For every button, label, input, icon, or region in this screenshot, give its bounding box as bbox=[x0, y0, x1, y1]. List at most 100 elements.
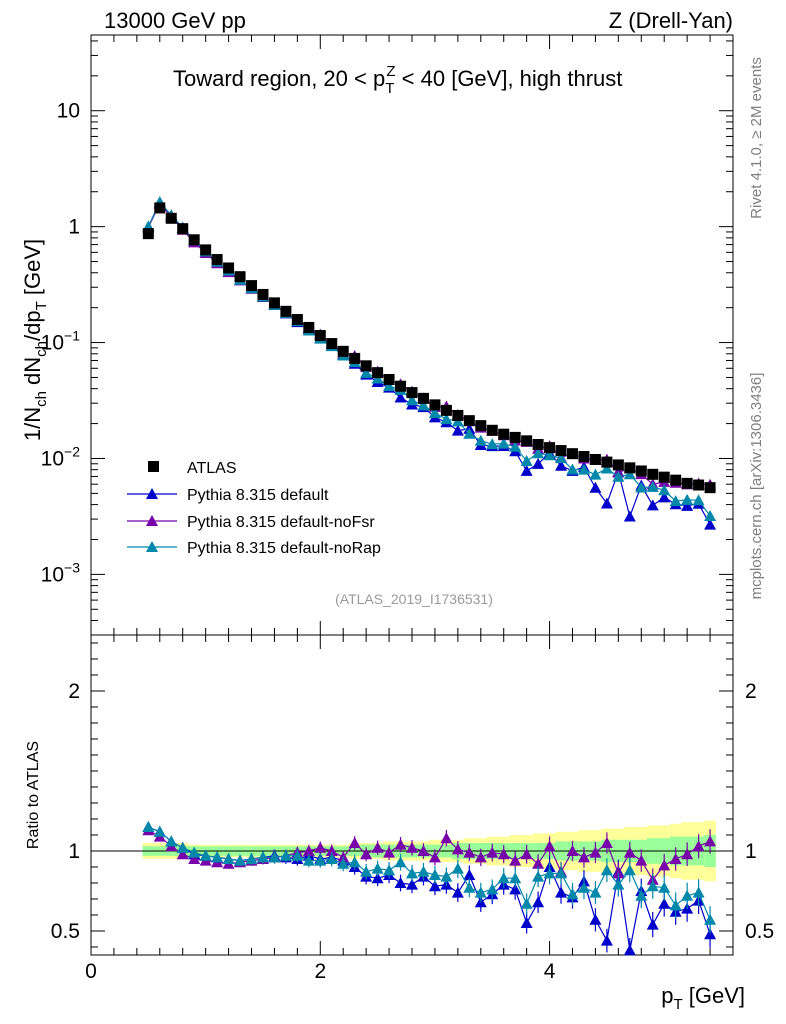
ylabel-sub-2: ch bbox=[33, 341, 50, 357]
atlas-point bbox=[532, 438, 544, 450]
ratio-point-norap bbox=[509, 872, 522, 884]
ratio-point-norap bbox=[589, 886, 602, 898]
atlas-point bbox=[291, 314, 303, 326]
header-left: 13000 GeV pp bbox=[104, 8, 246, 33]
atlas-point bbox=[475, 420, 487, 432]
atlas-point bbox=[589, 453, 601, 465]
atlas-point bbox=[463, 415, 475, 427]
ratio-point-nofsr bbox=[600, 837, 613, 848]
ratio-point-nofsr bbox=[188, 853, 201, 864]
ratio-point-nofsr bbox=[577, 851, 590, 863]
main-y-tick-label: 10 bbox=[57, 100, 80, 123]
ratio-point-nofsr bbox=[428, 851, 441, 863]
ratio-point-default bbox=[451, 886, 464, 898]
ratio-point-default bbox=[623, 944, 636, 956]
ratio-point-nofsr bbox=[623, 846, 636, 858]
atlas-point bbox=[246, 280, 257, 292]
mc-point-norap bbox=[406, 394, 418, 406]
ratio-point-nofsr bbox=[417, 845, 430, 856]
ratio-point-norap bbox=[486, 883, 499, 895]
atlas-point bbox=[154, 202, 166, 214]
mc-point-norap bbox=[612, 470, 625, 482]
ratio-point-default bbox=[532, 896, 545, 908]
mc-point-default bbox=[520, 464, 533, 476]
mc-point-default bbox=[589, 481, 602, 493]
ratio-point-default bbox=[428, 880, 441, 892]
ratio-point-default bbox=[394, 877, 407, 888]
x-axis-label: pT [GeV] bbox=[661, 983, 745, 1013]
ratio-point-nofsr bbox=[520, 848, 533, 860]
atlas-point bbox=[177, 223, 189, 235]
ratio-point-nofsr bbox=[176, 848, 189, 860]
ratio-point-norap bbox=[543, 867, 556, 879]
mc-point-norap bbox=[646, 480, 659, 492]
atlas-point bbox=[670, 474, 682, 486]
legend-label-atlas: ATLAS bbox=[187, 460, 237, 477]
ratio-point-norap bbox=[451, 862, 464, 874]
ratio-point-nofsr bbox=[302, 845, 315, 856]
mc-point-norap bbox=[497, 437, 510, 449]
ratio-point-nofsr bbox=[314, 841, 327, 853]
ratio-point-norap bbox=[165, 835, 178, 847]
ratio-point-norap bbox=[417, 865, 430, 877]
ratio-point-norap bbox=[532, 870, 545, 882]
legend-marker-nofsr bbox=[146, 515, 158, 526]
mc-point-norap bbox=[474, 434, 487, 446]
ratio-point-norap bbox=[612, 878, 625, 890]
mc-point-norap bbox=[463, 427, 476, 439]
ratio-point-nofsr bbox=[532, 857, 545, 869]
ratio-y-tick-label-left: 2 bbox=[68, 680, 80, 703]
mc-point-norap bbox=[509, 440, 522, 452]
ratio-point-nofsr bbox=[325, 845, 338, 856]
ratio-point-norap bbox=[669, 899, 682, 911]
ratio-point-norap bbox=[188, 846, 201, 858]
mcplots-label: mcplots.cern.ch [arXiv:1306.3436] bbox=[748, 373, 765, 600]
legend-label-nofsr: Pythia 8.315 default-noFsr bbox=[187, 514, 375, 531]
mc-point-default bbox=[623, 510, 636, 522]
ratio-point-norap bbox=[325, 853, 338, 864]
mc-point-norap bbox=[681, 493, 694, 505]
legend: ATLAS Pythia 8.315 default Pythia 8.315 … bbox=[127, 460, 381, 557]
atlas-point bbox=[452, 409, 464, 421]
ratio-point-norap bbox=[153, 825, 166, 837]
ratio-point-default bbox=[600, 934, 613, 946]
title-sup: Z bbox=[386, 63, 395, 80]
mc-point-norap bbox=[520, 454, 533, 466]
atlas-point bbox=[704, 482, 716, 494]
ratio-point-norap bbox=[222, 853, 235, 864]
mc-line-nofsr bbox=[147, 202, 711, 486]
ratio-point-norap bbox=[394, 856, 407, 868]
ratio-point-norap bbox=[348, 856, 361, 868]
atlas-point bbox=[395, 380, 407, 392]
mc-point-norap bbox=[600, 462, 613, 474]
ratio-point-nofsr bbox=[589, 846, 602, 858]
ratio-point-norap bbox=[302, 854, 315, 866]
plot-title: Toward region, 20 < pTZ < 40 [GeV], high… bbox=[173, 63, 622, 97]
mc-point-norap bbox=[440, 413, 453, 425]
ratio-point-norap bbox=[256, 851, 269, 863]
ratio-y-tick-labels: 2 2 1 1 0.5 0.5 bbox=[51, 680, 774, 943]
mc-point-default bbox=[600, 497, 613, 509]
ratio-point-norap bbox=[646, 880, 659, 892]
atlas-point bbox=[417, 392, 429, 404]
xlabel-unit: [GeV] bbox=[683, 983, 745, 1008]
tick-exponent: −3 bbox=[64, 559, 80, 575]
mc-point-norap bbox=[577, 463, 590, 475]
mc-point-norap bbox=[669, 495, 682, 507]
ratio-point-norap bbox=[520, 897, 533, 909]
ratio-point-norap bbox=[337, 857, 350, 869]
mc-point-norap bbox=[623, 468, 636, 480]
ratio-point-nofsr bbox=[451, 843, 464, 855]
ratio-point-norap bbox=[211, 851, 224, 863]
legend-marker-atlas bbox=[148, 461, 159, 472]
mc-point-default bbox=[555, 459, 568, 471]
atlas-point bbox=[211, 254, 223, 266]
ratio-point-norap bbox=[406, 867, 418, 879]
ylabel-part-1: 1/N bbox=[20, 407, 45, 441]
ratio-point-norap bbox=[463, 881, 476, 893]
tick-mantissa: 1 bbox=[68, 216, 80, 239]
ratio-point-norap bbox=[428, 869, 441, 880]
mc-point-norap bbox=[543, 449, 556, 461]
